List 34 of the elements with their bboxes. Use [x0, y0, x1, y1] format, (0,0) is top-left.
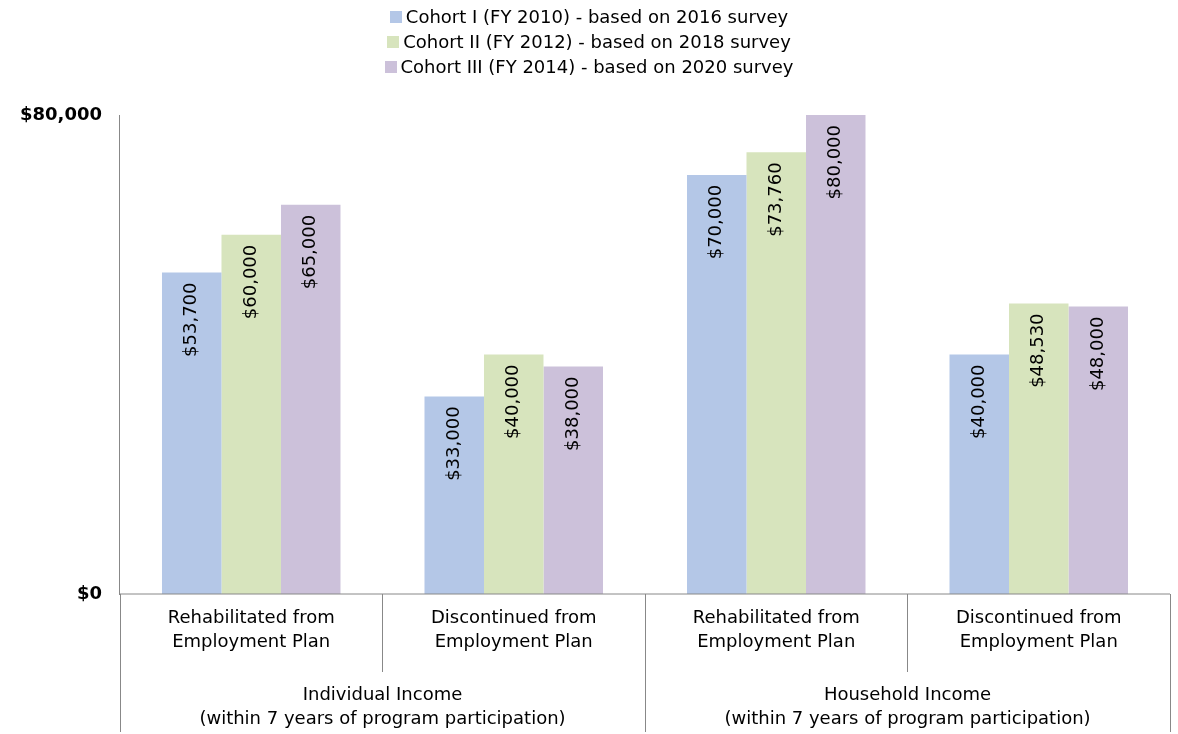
data-label: $40,000 — [966, 364, 988, 439]
x-tick-label: Rehabilitated from Employment Plan — [167, 605, 335, 651]
bar — [221, 234, 281, 594]
data-label: $48,000 — [1085, 316, 1107, 392]
legend-label: Cohort III (FY 2014) - based on 2020 survey — [400, 55, 794, 79]
legend-label: Cohort I (FY 2010) - based on 2016 survey — [405, 5, 789, 29]
bar — [161, 272, 222, 594]
bar — [424, 396, 484, 594]
bar — [686, 174, 747, 594]
data-label: $33,000 — [441, 406, 463, 481]
data-label: $73,760 — [763, 162, 785, 237]
data-label: $80,000 — [823, 125, 845, 200]
data-label: $48,530 — [1026, 313, 1048, 388]
data-label: $53,700 — [179, 282, 201, 357]
bar — [1009, 303, 1069, 594]
bar — [280, 204, 341, 594]
data-label: $40,000 — [501, 364, 523, 439]
data-label: $65,000 — [298, 214, 320, 290]
legend-label: Cohort II (FY 2012) - based on 2018 survey — [403, 30, 791, 54]
y-tick-label: $0 — [76, 581, 102, 603]
bar — [1068, 306, 1128, 594]
x-tick-label: Rehabilitated from Employment Plan — [692, 605, 860, 651]
data-label: $60,000 — [238, 244, 260, 320]
text: Household Income (within 7 years of program participation) — [724, 682, 1091, 728]
bar — [483, 354, 544, 594]
data-label: $38,000 — [560, 376, 582, 451]
x-tick-label: Discontinued from Employment Plan — [955, 605, 1122, 651]
x-tick-label: Discontinued from Employment Plan — [430, 605, 597, 651]
bar — [806, 115, 866, 594]
text: Individual Income (within 7 years of program participation) — [199, 682, 566, 728]
data-label: $70,000 — [704, 184, 726, 260]
bar — [746, 152, 806, 594]
bar — [949, 354, 1009, 594]
bar — [543, 366, 603, 594]
